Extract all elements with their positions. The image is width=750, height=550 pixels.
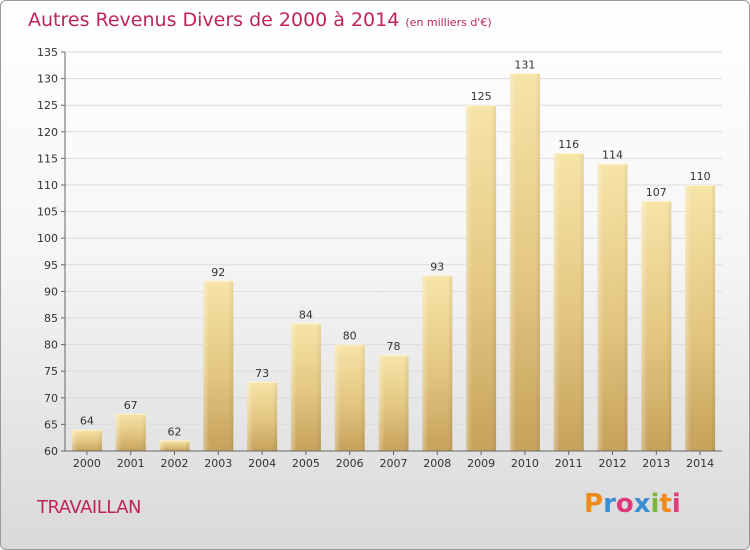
y-tick-label: 125 [37,99,58,112]
value-label-2005: 84 [299,308,313,321]
bar-shade-2007 [378,355,409,451]
value-label-2009: 125 [471,90,492,103]
logo-letter: x [633,489,651,519]
y-tick-label: 65 [44,418,58,431]
chart-title-block: Autres Revenus Divers de 2000 à 2014 (en … [28,9,492,31]
y-tick-label: 75 [44,365,58,378]
y-tick-label: 80 [44,339,58,352]
x-tick-label-2010: 2010 [511,457,539,470]
y-tick-label: 90 [44,285,58,298]
y-tick-label: 100 [37,232,58,245]
x-tick-label-2003: 2003 [204,457,232,470]
value-label-2011: 116 [558,138,579,151]
value-label-2000: 64 [80,415,94,428]
y-tick-label: 60 [44,445,58,458]
y-tick-label: 130 [37,73,58,86]
logo-letter: i [671,489,681,519]
logo-letter: P [584,489,604,519]
x-tick-label-2012: 2012 [599,457,627,470]
value-label-2001: 67 [124,399,138,412]
value-label-2002: 62 [168,425,182,438]
value-label-2012: 114 [602,149,623,162]
logo-letter: r [603,489,616,519]
value-label-2008: 93 [430,260,444,273]
x-tick-label-2001: 2001 [117,457,145,470]
y-tick-label: 120 [37,126,58,139]
y-tick-label: 110 [37,179,58,192]
y-tick-label: 105 [37,206,58,219]
value-label-2003: 92 [211,266,225,279]
y-tick-label: 95 [44,259,58,272]
y-tick-label: 70 [44,392,58,405]
bar-shade-2014 [685,185,716,451]
x-tick-label-2014: 2014 [686,457,714,470]
x-tick-label-2008: 2008 [423,457,451,470]
value-label-2013: 107 [646,186,667,199]
bar-shade-2001 [115,413,146,451]
x-tick-label-2000: 2000 [73,457,101,470]
logo-letter: t [659,489,672,519]
bar-shade-2013 [641,200,672,451]
value-label-2004: 73 [255,367,269,380]
bar-shade-2000 [71,429,102,451]
bar-shade-2005 [290,323,321,451]
bar-shade-2009 [466,105,497,451]
bar-shade-2003 [203,280,234,451]
x-tick-label-2004: 2004 [248,457,276,470]
x-tick-label-2013: 2013 [642,457,670,470]
value-label-2006: 80 [343,330,357,343]
x-tick-label-2011: 2011 [555,457,583,470]
y-tick-label: 115 [37,152,58,165]
x-tick-label-2009: 2009 [467,457,495,470]
y-tick-label: 135 [37,46,58,59]
value-label-2014: 110 [690,170,711,183]
bar-shade-2004 [247,381,278,451]
proxiti-logo: Proxiti [584,489,681,519]
x-tick-label-2006: 2006 [336,457,364,470]
chart-unit: (en milliers d'€) [405,16,492,29]
logo-letter: i [650,489,660,519]
y-tick-label: 85 [44,312,58,325]
value-label-2010: 131 [514,58,535,71]
bar-shade-2011 [553,153,584,451]
bar-shade-2008 [422,275,453,451]
bar-shade-2002 [159,440,190,451]
bar-shade-2006 [334,344,365,451]
bar-shade-2012 [597,163,628,451]
place-name: TRAVAILLAN [37,497,141,518]
chart-title: Autres Revenus Divers de 2000 à 2014 [28,9,400,31]
x-tick-label-2005: 2005 [292,457,320,470]
x-tick-label-2007: 2007 [380,457,408,470]
bar-shade-2010 [509,73,540,451]
value-label-2007: 78 [387,340,401,353]
bar-layer: 64 67 62 92 73 84 80 78 93 125 131 116 114 107 110 [71,58,716,451]
logo-letter: o [615,489,634,519]
axis-layer: 60 65 70 75 80 85 90 95 100 105 110 115 120 125 130 135… [37,46,722,470]
x-tick-label-2002: 2002 [161,457,189,470]
